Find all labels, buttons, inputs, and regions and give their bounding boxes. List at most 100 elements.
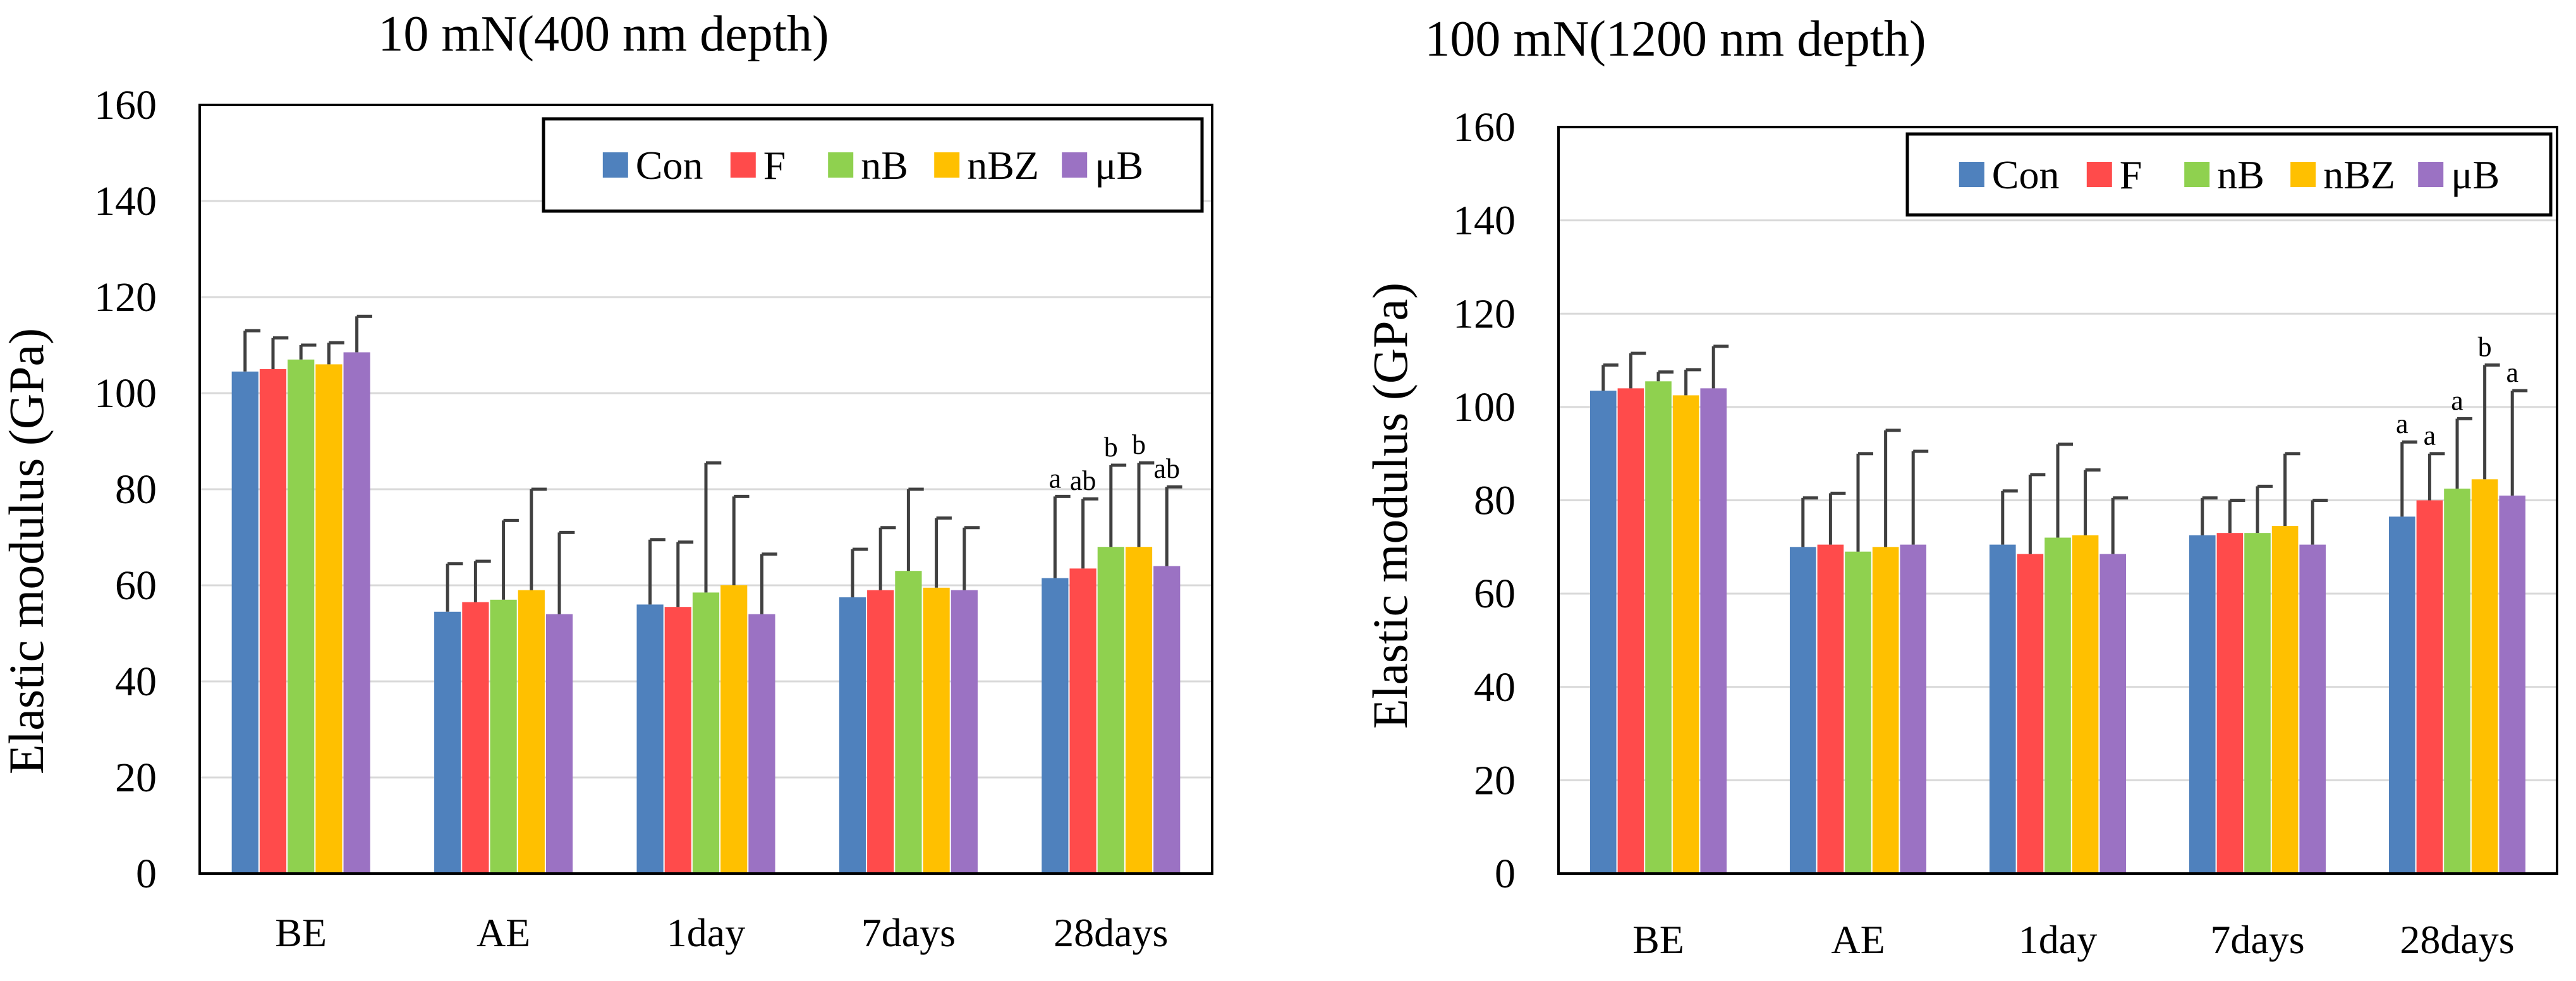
legend-swatch-nbz xyxy=(2290,162,2316,187)
error-bar xyxy=(2228,499,2245,533)
bar-7days-con xyxy=(839,597,866,874)
error-bar xyxy=(327,341,344,365)
x-tick-label: 28days xyxy=(2400,917,2514,962)
bar-7days-nb xyxy=(2244,533,2271,874)
plot-area xyxy=(198,104,1213,875)
y-tick-label: 140 xyxy=(1453,198,1516,244)
legend-box xyxy=(542,117,1204,213)
error-bar xyxy=(243,329,261,372)
significance-label: b xyxy=(1132,429,1146,460)
chart-title: 100 mN(1200 nm depth) xyxy=(1425,11,1926,67)
x-tick-label: 7days xyxy=(2210,917,2304,962)
bar-28days-nb xyxy=(2444,489,2470,874)
significance-label: a xyxy=(2506,357,2518,388)
error-bar xyxy=(732,494,750,585)
bar-28days-f xyxy=(2416,500,2443,874)
error-bar xyxy=(2427,452,2445,501)
error-bars xyxy=(1601,344,2528,554)
error-bar xyxy=(1684,368,1701,396)
chart-10mN: 10 mN(400 nm depth) Elastic modulus (GPa… xyxy=(0,6,1213,955)
y-axis-label: Elastic modulus (GPa) xyxy=(1363,283,1418,729)
error-bar xyxy=(557,530,575,614)
bar-ae-con xyxy=(434,611,461,874)
bar-be-b xyxy=(343,352,370,874)
error-bar xyxy=(473,559,491,602)
error-bar xyxy=(2283,452,2300,527)
y-tick-label: 20 xyxy=(115,755,157,801)
error-bar xyxy=(935,516,952,588)
bar-7days-f xyxy=(867,590,894,874)
bar-7days-b xyxy=(2299,544,2326,874)
bar-28days-f xyxy=(1069,568,1097,874)
error-bar xyxy=(2510,389,2528,496)
legend-label: nBZ xyxy=(2323,152,2395,197)
legend-swatch-nb xyxy=(2184,162,2210,187)
y-tick-label: 0 xyxy=(1495,851,1516,897)
bar-ae-b xyxy=(1900,544,1927,874)
y-tick-label: 60 xyxy=(115,563,157,609)
bar-be-f xyxy=(1617,388,1644,874)
bar-ae-nbz xyxy=(518,590,545,874)
error-bar xyxy=(1884,429,1901,547)
error-bar xyxy=(1601,363,1619,391)
error-bar xyxy=(906,487,924,571)
bar-28days-b xyxy=(2499,496,2526,874)
bar-28days-con xyxy=(1042,578,1069,874)
bar-be-b xyxy=(1700,388,1727,874)
error-bar xyxy=(1801,496,1818,547)
chart-title: 10 mN(400 nm depth) xyxy=(378,6,829,62)
bar-7days-con xyxy=(2189,535,2216,874)
error-bar xyxy=(878,526,896,590)
legend-box xyxy=(1905,132,2553,217)
error-bar xyxy=(1828,491,1846,545)
bar-1day-nbz xyxy=(720,585,748,874)
error-bar xyxy=(2400,440,2417,517)
error-bar xyxy=(2028,473,2046,554)
bar-1day-nb xyxy=(2044,537,2071,874)
bar-ae-b xyxy=(545,614,573,874)
error-bar xyxy=(963,526,980,590)
bar-be-nb xyxy=(1645,381,1672,874)
significance-labels: a abb bab xyxy=(1049,429,1180,496)
error-bar xyxy=(1081,497,1098,569)
significance-label: a xyxy=(2451,385,2464,416)
bar-7days-nbz xyxy=(923,587,950,874)
legend-label: μB xyxy=(2451,152,2500,197)
bar-1day-nbz xyxy=(2072,535,2099,874)
bar-28days-con xyxy=(2388,516,2415,874)
legend-label: μB xyxy=(1095,143,1143,188)
bar-ae-nb xyxy=(490,599,517,874)
error-bar xyxy=(2201,496,2218,535)
bar-ae-nbz xyxy=(1872,547,1899,874)
bar-1day-b xyxy=(748,614,775,874)
y-tick-label: 60 xyxy=(1474,571,1516,617)
chart-100mN: 100 mN(1200 nm depth) Elastic modulus (G… xyxy=(1363,11,2558,962)
y-tick-label: 40 xyxy=(1474,664,1516,710)
error-bar xyxy=(704,461,722,593)
significance-label: ab xyxy=(1153,453,1180,484)
x-axis-categories: BE AE 1day 7days 28days xyxy=(1632,917,2515,962)
y-axis-ticks: 0 20 40 60 80 100 120 140 160 xyxy=(1453,104,1516,897)
bar-be-nbz xyxy=(315,364,343,874)
x-tick-label: 7days xyxy=(861,910,956,955)
error-bar xyxy=(1711,344,1729,389)
legend-label: F xyxy=(2120,152,2142,197)
significance-label: a xyxy=(2424,420,2436,451)
bar-be-nbz xyxy=(1672,395,1699,874)
legend-swatch-f xyxy=(730,152,756,178)
legend-swatch-nbz xyxy=(934,152,960,178)
error-bars xyxy=(243,314,1182,614)
bar-ae-con xyxy=(1789,547,1816,874)
plot-area xyxy=(1557,126,2558,875)
legend-label: Con xyxy=(1992,152,2060,197)
error-bar xyxy=(1911,449,1929,545)
error-bar xyxy=(676,540,694,607)
bar-7days-b xyxy=(951,590,978,874)
error-bar xyxy=(760,552,777,614)
error-bar xyxy=(530,487,547,590)
error-bar xyxy=(355,314,372,353)
legend-swatch-b xyxy=(1062,152,1088,178)
